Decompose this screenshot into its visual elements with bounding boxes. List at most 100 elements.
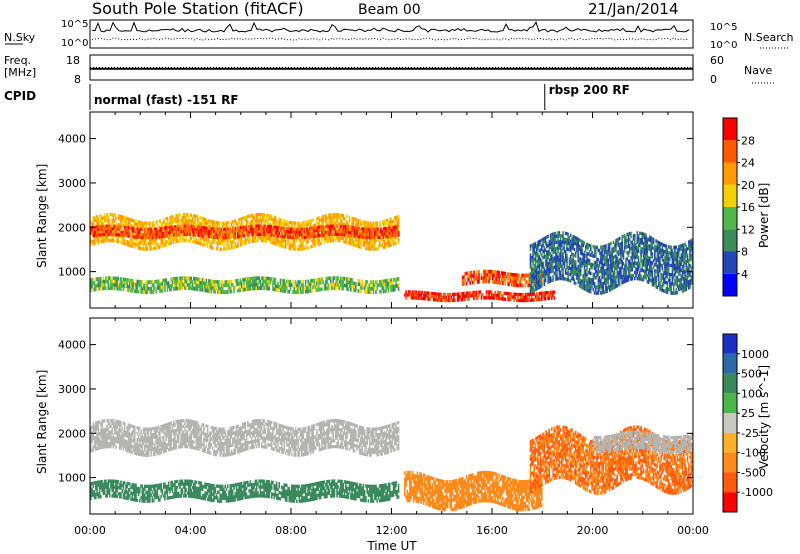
heatmap-cell xyxy=(103,232,106,237)
heatmap-cell xyxy=(513,273,515,277)
heatmap-cell xyxy=(589,290,592,294)
heatmap-cell xyxy=(185,213,188,217)
heatmap-cell xyxy=(199,231,201,235)
heatmap-cell xyxy=(312,278,314,283)
heatmap-cell xyxy=(362,237,365,241)
heatmap-cell xyxy=(142,238,145,243)
heatmap-cell xyxy=(151,241,154,245)
heatmap-cell xyxy=(239,240,242,244)
heatmap-cell xyxy=(283,245,286,249)
heatmap-cell xyxy=(341,279,343,284)
heatmap-cell xyxy=(361,222,363,227)
heatmap-cell xyxy=(338,232,341,237)
heatmap-cell xyxy=(561,255,563,259)
heatmap-cell xyxy=(195,230,198,234)
heatmap-cell xyxy=(538,249,541,253)
heatmap-cell xyxy=(647,280,650,285)
heatmap-cell xyxy=(355,220,357,225)
heatmap-cell xyxy=(630,262,632,266)
heatmap-cell xyxy=(568,266,571,270)
heatmap-cell xyxy=(621,265,623,270)
heatmap-cell xyxy=(600,257,602,262)
heatmap-cell xyxy=(336,215,338,220)
noise-search-trace xyxy=(91,37,690,41)
heatmap-cell xyxy=(226,290,229,294)
heatmap-cell xyxy=(193,214,195,218)
heatmap-cell xyxy=(587,261,590,266)
heatmap-cell xyxy=(278,226,281,230)
heatmap-cell xyxy=(612,255,615,260)
heatmap-cell xyxy=(182,230,185,234)
heatmap-cell xyxy=(537,294,539,299)
heatmap-cell xyxy=(586,267,588,271)
heatmap-cell xyxy=(627,238,630,242)
heatmap-cell xyxy=(132,279,135,283)
heatmap-cell xyxy=(108,212,111,217)
heatmap-cell xyxy=(562,258,564,263)
heatmap-cell xyxy=(154,243,156,248)
heatmap-cell xyxy=(255,276,258,281)
heatmap-cell xyxy=(174,280,176,284)
heatmap-cell xyxy=(93,284,96,289)
heatmap-cell xyxy=(646,249,649,253)
heatmap-cell xyxy=(272,228,274,232)
heatmap-cell xyxy=(185,238,188,243)
heatmap-cell xyxy=(395,215,397,219)
heatmap-cell xyxy=(458,298,460,302)
heatmap-cell xyxy=(576,236,578,241)
heatmap-cell xyxy=(556,258,558,263)
heatmap-cell xyxy=(647,259,650,263)
heatmap-cell xyxy=(138,223,141,228)
heatmap-cell xyxy=(213,223,215,227)
heatmap-cell xyxy=(636,255,639,259)
heatmap-cell xyxy=(572,262,574,266)
heatmap-cell xyxy=(151,236,154,240)
heatmap-cell xyxy=(542,243,544,248)
heatmap-cell xyxy=(145,290,147,294)
heatmap-cell xyxy=(368,227,371,231)
heatmap-cell xyxy=(195,237,198,242)
heatmap-cell xyxy=(275,228,278,232)
heatmap-cell xyxy=(254,276,257,281)
heatmap-cell xyxy=(562,234,564,238)
heatmap-cell xyxy=(637,267,640,272)
heatmap-cell xyxy=(318,281,321,285)
heatmap-cell xyxy=(136,286,139,291)
heatmap-cell xyxy=(211,231,214,236)
heatmap-cell xyxy=(154,223,156,227)
heatmap-cell xyxy=(605,250,607,254)
heatmap-cell xyxy=(103,216,106,220)
heatmap-cell xyxy=(93,215,96,220)
heatmap-cell xyxy=(473,296,475,301)
heatmap-cell xyxy=(214,235,216,240)
heatmap-cell xyxy=(611,262,613,267)
heatmap-cell xyxy=(548,270,551,275)
heatmap-cell xyxy=(112,216,115,220)
heatmap-cell xyxy=(155,227,157,231)
heatmap-cell xyxy=(628,265,631,269)
heatmap-cell xyxy=(228,246,230,251)
heatmap-cell xyxy=(382,286,385,290)
heatmap-cell xyxy=(204,288,206,293)
heatmap-cell xyxy=(582,280,585,284)
heatmap-cell xyxy=(346,232,348,236)
heatmap-cell xyxy=(361,237,363,241)
heatmap-cell xyxy=(162,226,165,231)
heatmap-cell xyxy=(211,220,214,224)
heatmap-cell xyxy=(546,291,548,295)
heatmap-cell xyxy=(288,223,291,227)
heatmap-cell xyxy=(161,221,164,225)
heatmap-cell xyxy=(414,293,416,297)
heatmap-cell xyxy=(210,289,213,294)
heatmap-cell xyxy=(328,233,331,237)
heatmap-cell xyxy=(194,286,196,291)
heatmap-cell xyxy=(579,251,582,255)
heatmap-cell xyxy=(386,241,389,246)
heatmap-cell xyxy=(530,243,533,248)
heatmap-cell xyxy=(268,224,270,229)
heatmap-cell xyxy=(97,283,100,288)
heatmap-cell xyxy=(294,233,297,237)
heatmap-cell xyxy=(649,262,651,267)
heatmap-cell xyxy=(429,297,431,301)
heatmap-cell xyxy=(483,296,485,300)
